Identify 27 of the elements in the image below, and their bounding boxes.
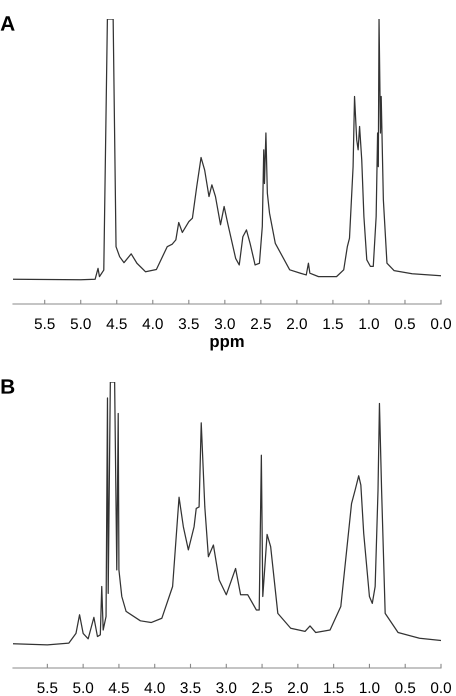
x-tick-label: 0.0 (430, 682, 452, 694)
chart-title: B (2, 379, 14, 394)
x-tick-label: 3.5 (180, 682, 200, 694)
x-tick-label: 5.5 (34, 318, 55, 330)
x-tick-label: 2.0 (288, 682, 308, 694)
x-axis-title: ppm (210, 338, 244, 350)
x-tick-label: 3.0 (214, 318, 235, 330)
x-tick-label: 3.0 (216, 682, 236, 694)
x-tick-label: 2.5 (251, 318, 271, 330)
x-tick-label: 1.5 (323, 318, 343, 330)
x-tick-label: 5.0 (70, 318, 91, 330)
chart-title: A (0, 16, 15, 31)
x-tick-label: 4.5 (106, 318, 127, 330)
x-tick-label: 5.0 (73, 682, 94, 694)
x-tick-label: 1.5 (324, 682, 344, 694)
x-tick-label: 5.5 (37, 682, 58, 694)
x-tick-label: 1.0 (359, 318, 379, 330)
x-tick-label: 0.5 (394, 318, 415, 330)
x-tick-label: 0.0 (430, 318, 452, 330)
x-tick-label: 4.5 (108, 682, 129, 694)
x-tick-label: 3.5 (178, 318, 199, 330)
x-tick-label: 1.0 (360, 682, 380, 694)
x-tick-label: 4.0 (142, 318, 163, 330)
x-tick-label: 0.5 (395, 682, 416, 694)
x-tick-label: 4.0 (144, 682, 165, 694)
x-tick-label: 2.0 (287, 318, 307, 330)
x-tick-label: 2.5 (252, 682, 272, 694)
